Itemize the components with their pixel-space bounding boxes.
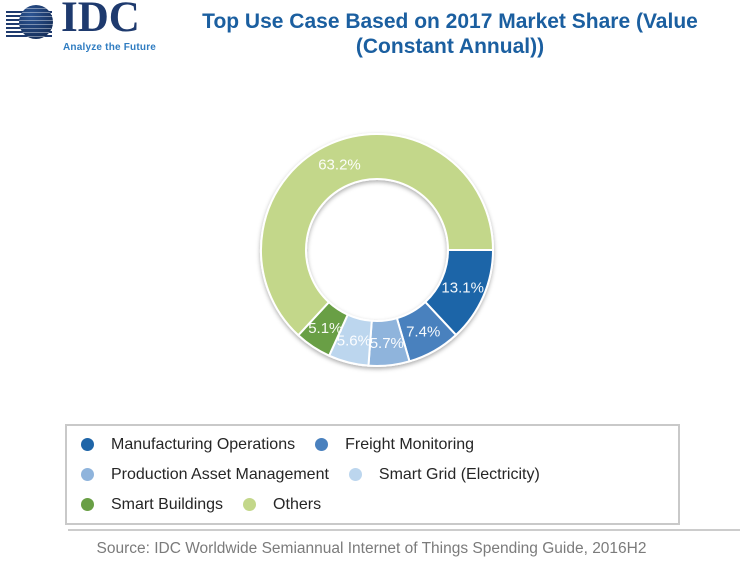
idc-logo: IDC Analyze the Future	[6, 0, 161, 57]
slice-value-label-smart-buildings: 5.1%	[308, 320, 342, 337]
donut-chart: 13.1% 7.4%5.7%5.6%5.1% 63.2%	[260, 133, 494, 367]
legend-label: Production Asset Management	[111, 466, 329, 483]
source-divider	[68, 529, 740, 531]
legend-label: Smart Buildings	[111, 496, 224, 513]
idc-logo-tagline: Analyze the Future	[63, 42, 157, 53]
slice-value-label-manufacturing-operations: 13.1%	[441, 279, 484, 296]
slice-value-label-production-asset-management: 5.7%	[370, 335, 404, 352]
legend-item-smart-buildings: Smart Buildings	[81, 494, 223, 515]
legend-marker-circle-icon	[348, 468, 362, 481]
donut-segments-group	[260, 133, 494, 367]
legend-marker-circle-icon	[243, 498, 257, 511]
legend-label: Freight Monitoring	[345, 436, 475, 453]
legend-item-smart-grid-electricity: Smart Grid (Electricity)	[348, 464, 540, 485]
legend-item-production-asset-management: Production Asset Management	[81, 464, 329, 485]
slice-value-label-freight-monitoring: 7.4%	[406, 323, 440, 340]
chart-title: Top Use Case Based on 2017 Market Share …	[165, 9, 735, 59]
legend-item-manufacturing-operations: Manufacturing Operations	[81, 434, 295, 455]
legend-label: Others	[273, 496, 322, 513]
legend-marker-circle-icon	[81, 438, 94, 451]
legend-row: Manufacturing Operations Freight Monitori…	[81, 434, 666, 455]
chart-title-line2: (Constant Annual))	[355, 35, 545, 58]
legend: Manufacturing Operations Freight Monitori…	[65, 424, 680, 525]
legend-label: Smart Grid (Electricity)	[378, 466, 540, 483]
legend-label: Manufacturing Operations	[111, 436, 296, 453]
donut-labels-group: 13.1% 7.4%5.7%5.6%5.1% 63.2%	[308, 156, 484, 352]
legend-marker-circle-icon	[81, 468, 94, 481]
globe-icon	[19, 5, 53, 39]
chart-title-line1: Top Use Case Based on 2017 Market Share …	[202, 10, 698, 33]
legend-item-others: Others	[243, 494, 321, 515]
legend-marker-circle-icon	[81, 498, 94, 511]
legend-row: Smart Buildings Others	[81, 494, 666, 515]
legend-item-freight-monitoring: Freight Monitoring	[315, 434, 474, 455]
legend-marker-circle-icon	[315, 438, 329, 451]
donut-segment-others	[260, 133, 494, 337]
source-note: Source: IDC Worldwide Semiannual Interne…	[96, 540, 647, 557]
slice-value-label-smart-grid-electricity: 5.6%	[337, 333, 371, 350]
idc-logo-text: IDC	[61, 0, 140, 41]
slice-value-label-others: 63.2%	[318, 156, 361, 173]
legend-row: Production Asset Management Smart Grid (E…	[81, 464, 666, 485]
